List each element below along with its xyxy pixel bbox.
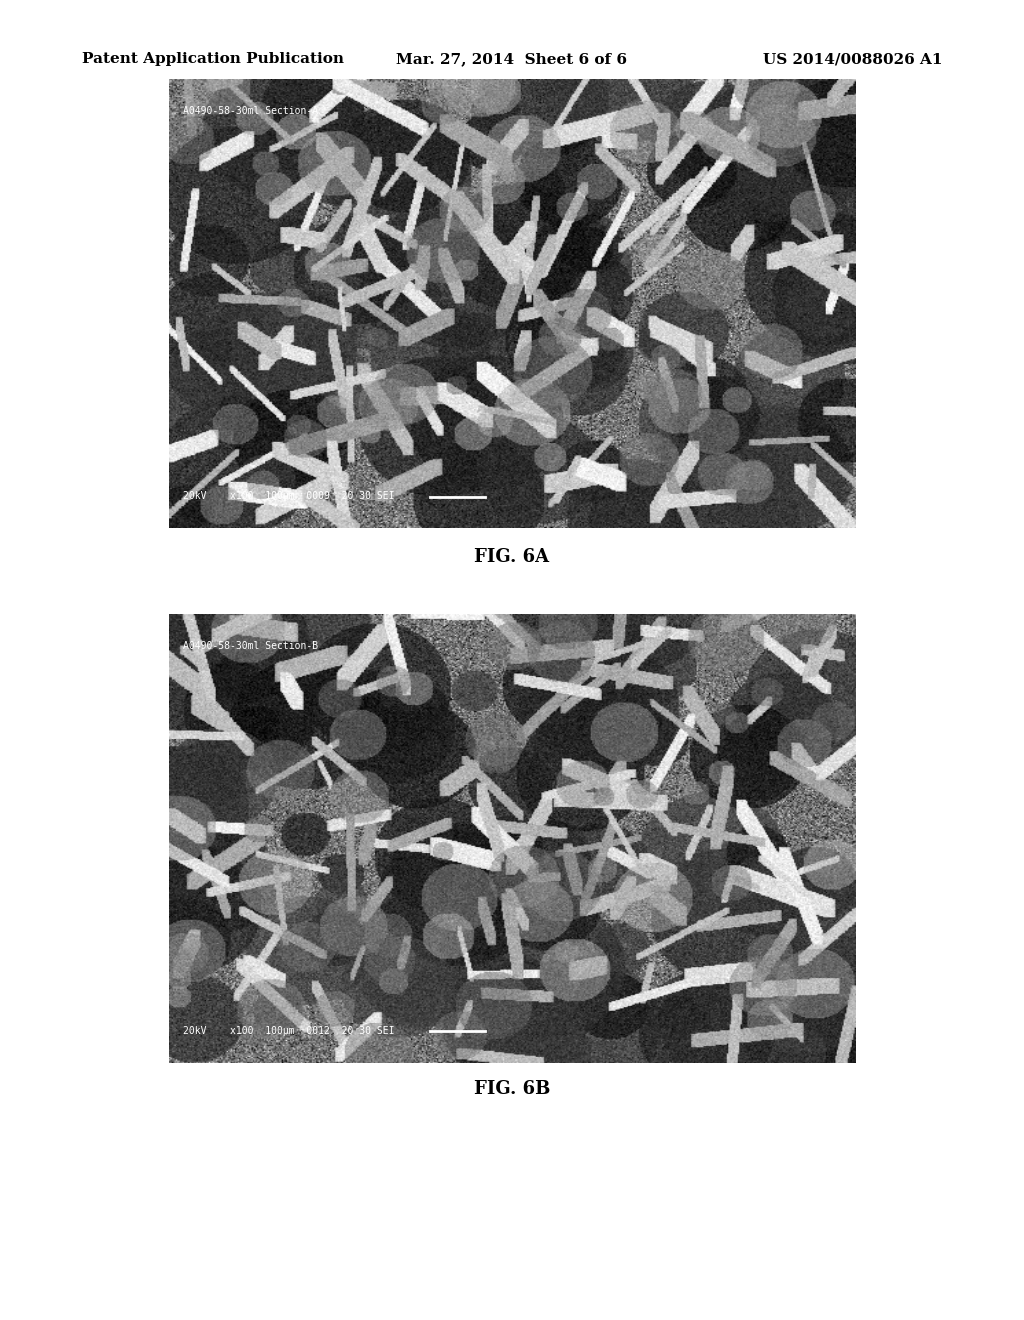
Text: FIG. 6A: FIG. 6A <box>474 548 550 566</box>
Text: A0490-58-30ml Section-B: A0490-58-30ml Section-B <box>182 640 317 651</box>
Text: 20kV    x100  100μm  0012  20 30 SEI: 20kV x100 100μm 0012 20 30 SEI <box>182 1026 394 1036</box>
Text: A0490-58-30ml Section-A: A0490-58-30ml Section-A <box>182 106 317 116</box>
Text: Mar. 27, 2014  Sheet 6 of 6: Mar. 27, 2014 Sheet 6 of 6 <box>396 53 628 66</box>
Text: US 2014/0088026 A1: US 2014/0088026 A1 <box>763 53 942 66</box>
Text: 20kV    x100  100μm  0009  20 30 SEI: 20kV x100 100μm 0009 20 30 SEI <box>182 491 394 502</box>
Text: Patent Application Publication: Patent Application Publication <box>82 53 344 66</box>
Text: FIG. 6B: FIG. 6B <box>474 1080 550 1098</box>
